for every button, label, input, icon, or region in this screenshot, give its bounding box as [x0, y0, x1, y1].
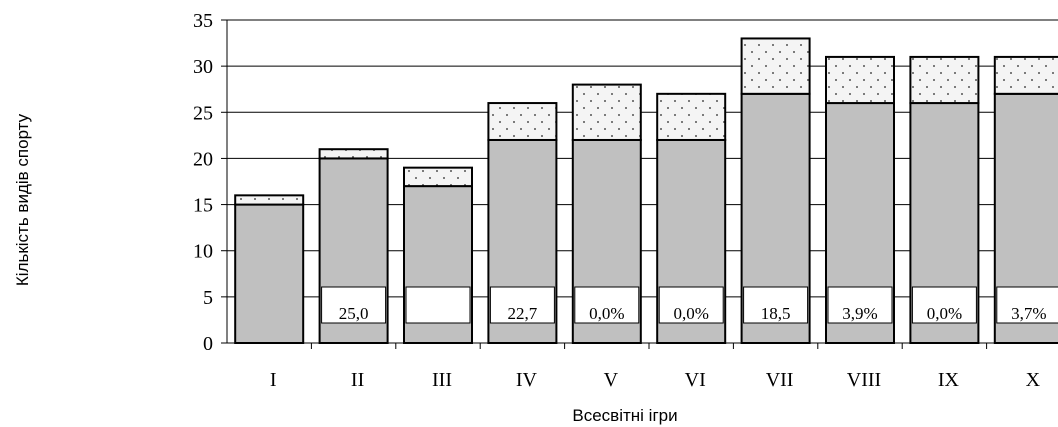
- data-label-box: [996, 286, 1058, 324]
- bar-segment-top: [993, 55, 1058, 95]
- x-tick-label: VIII: [847, 369, 881, 391]
- data-label-box: [658, 286, 724, 324]
- data-label-box: [405, 286, 471, 324]
- bar-segment-top: [318, 148, 389, 160]
- data-label: 3,7%: [1011, 304, 1046, 323]
- y-tick-label: 35: [193, 10, 213, 32]
- data-label: 18,5: [761, 304, 791, 323]
- x-tick-label: I: [270, 369, 277, 391]
- bar-segment-top: [571, 83, 642, 141]
- x-tick-label: VII: [766, 369, 794, 391]
- x-tick-label: IX: [938, 369, 960, 391]
- bar-segment-top: [656, 92, 727, 141]
- y-tick-label: 20: [193, 148, 213, 170]
- bar-segment-top: [403, 166, 473, 188]
- y-tick-label: 10: [193, 241, 213, 263]
- y-tick-label: 30: [193, 56, 213, 78]
- x-tick-label: V: [604, 369, 619, 391]
- y-axis-title: Кількість видів спорту: [13, 113, 32, 286]
- y-tick-label: 0: [203, 333, 213, 355]
- y-tick-label: 5: [203, 287, 213, 309]
- data-label-box: [489, 286, 555, 324]
- bar-segment-top: [740, 37, 811, 95]
- y-tick-label: 25: [193, 102, 213, 124]
- data-label: 0,0%: [927, 304, 962, 323]
- data-label-box: [827, 286, 893, 324]
- bar-segment-top: [487, 102, 558, 141]
- y-tick-label: 15: [193, 195, 213, 217]
- x-tick-label: VI: [685, 369, 706, 391]
- data-label-box: [911, 286, 977, 324]
- data-label-box: [321, 286, 387, 324]
- data-label: 0,0%: [673, 304, 708, 323]
- x-axis-title: Всесвітні ігри: [572, 406, 677, 425]
- bar-segment-top: [909, 55, 980, 105]
- axes: [221, 19, 1058, 349]
- data-label: 22,7: [508, 304, 538, 323]
- bar-segment-top: [825, 55, 895, 105]
- data-label: 3,9%: [842, 304, 877, 323]
- data-label-box: [574, 286, 640, 324]
- x-tick-label: IV: [516, 369, 538, 391]
- data-label: 0,0%: [589, 304, 624, 323]
- x-tick-label: II: [351, 369, 364, 391]
- bar-segment-top: [234, 194, 305, 206]
- bar-segment-base: [234, 203, 305, 344]
- x-tick-label: X: [1026, 369, 1041, 391]
- data-label-box: [743, 286, 809, 324]
- data-label: 25,0: [339, 304, 369, 323]
- x-tick-label: III: [432, 369, 452, 391]
